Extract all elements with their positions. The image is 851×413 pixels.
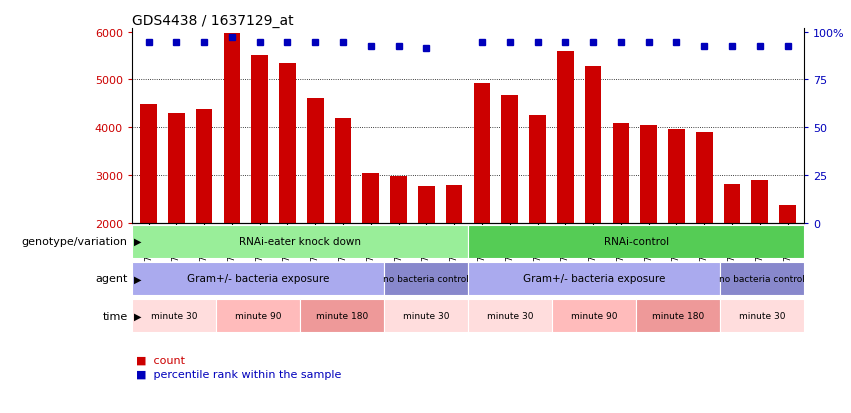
Text: agent: agent (95, 274, 128, 284)
Bar (557, 52, 574, 223)
Text: minute 30: minute 30 (739, 311, 785, 320)
Bar (446, 186, 462, 223)
Bar (384, 299, 468, 332)
Bar (132, 262, 384, 295)
Bar (363, 173, 380, 223)
Text: ■  count: ■ count (136, 354, 186, 364)
Text: Gram+/- bacteria exposure: Gram+/- bacteria exposure (523, 274, 665, 284)
Text: minute 180: minute 180 (652, 311, 705, 320)
Bar (613, 124, 629, 223)
Bar (552, 299, 636, 332)
Bar (585, 66, 602, 223)
Bar (196, 109, 213, 223)
Bar (132, 225, 468, 258)
Bar (636, 299, 720, 332)
Bar (224, 34, 240, 223)
Text: RNAi-control: RNAi-control (603, 237, 669, 247)
Text: no bacteria control: no bacteria control (383, 274, 469, 283)
Bar (751, 180, 768, 223)
Bar (723, 185, 740, 223)
Bar (640, 126, 657, 223)
Bar (474, 84, 490, 223)
Bar (279, 64, 296, 223)
Bar (132, 299, 216, 332)
Bar (720, 262, 804, 295)
Bar (251, 56, 268, 223)
Bar (501, 95, 518, 223)
Bar (468, 299, 552, 332)
Bar (418, 187, 435, 223)
Text: ▶: ▶ (134, 274, 141, 284)
Bar (780, 206, 796, 223)
Bar (168, 114, 185, 223)
Bar (720, 299, 804, 332)
Bar (384, 262, 468, 295)
Text: ■  percentile rank within the sample: ■ percentile rank within the sample (136, 369, 341, 379)
Text: minute 30: minute 30 (487, 311, 534, 320)
Text: ▶: ▶ (134, 237, 141, 247)
Bar (334, 119, 351, 223)
Text: Gram+/- bacteria exposure: Gram+/- bacteria exposure (186, 274, 329, 284)
Bar (696, 133, 712, 223)
Bar (468, 262, 720, 295)
Text: minute 30: minute 30 (151, 311, 197, 320)
Bar (300, 299, 384, 332)
Text: ▶: ▶ (134, 311, 141, 321)
Bar (140, 105, 157, 223)
Bar (216, 299, 300, 332)
Text: genotype/variation: genotype/variation (21, 237, 128, 247)
Text: no bacteria control: no bacteria control (719, 274, 805, 283)
Text: minute 90: minute 90 (571, 311, 617, 320)
Text: time: time (102, 311, 128, 321)
Bar (391, 176, 407, 223)
Bar (668, 130, 685, 223)
Bar (307, 98, 323, 223)
Bar (468, 225, 804, 258)
Text: minute 90: minute 90 (235, 311, 281, 320)
Text: minute 180: minute 180 (316, 311, 368, 320)
Bar (529, 116, 545, 223)
Text: GDS4438 / 1637129_at: GDS4438 / 1637129_at (132, 14, 294, 28)
Text: minute 30: minute 30 (403, 311, 449, 320)
Text: RNAi-eater knock down: RNAi-eater knock down (239, 237, 361, 247)
